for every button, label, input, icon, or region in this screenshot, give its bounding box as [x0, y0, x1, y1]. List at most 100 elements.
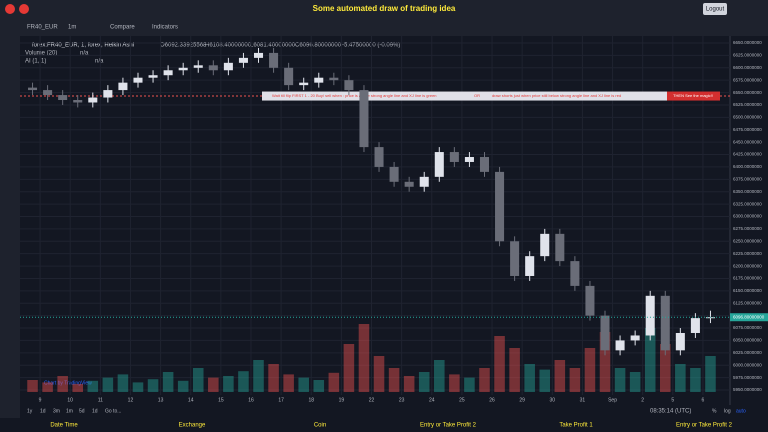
candle-body [178, 67, 188, 71]
left-toolbar [0, 18, 20, 418]
x-tick-label: 24 [429, 397, 435, 403]
candle-body [570, 261, 580, 286]
annotation-box [667, 91, 720, 101]
volume-bar [192, 368, 204, 392]
volume-bar [313, 380, 325, 392]
annotation-or: OR [474, 93, 480, 98]
volume-bar [524, 364, 535, 392]
symbol[interactable]: FR40_EUR [27, 25, 58, 31]
volume-bar [675, 364, 686, 392]
x-tick-label: 12 [128, 397, 134, 403]
price-axis [730, 36, 768, 418]
volume-bar [42, 382, 53, 392]
y-tick-label: 6350.0000000 [733, 189, 762, 194]
x-tick-label: 26 [489, 397, 495, 403]
volume-bar [102, 377, 114, 392]
x-tick-label: 2 [641, 397, 644, 403]
volume-bar [509, 348, 520, 392]
volume-bar [479, 368, 490, 392]
range-button[interactable]: Go to... [105, 408, 121, 414]
candle-body [675, 332, 685, 351]
y-tick-label: 6025.0000000 [733, 350, 762, 355]
candle-body [58, 95, 68, 101]
logout-button[interactable] [703, 3, 727, 15]
volume-bar [569, 368, 581, 392]
y-tick-label: 6325.0000000 [733, 201, 762, 206]
axis-option[interactable]: % [712, 408, 717, 414]
y-tick-label: 6525.0000000 [733, 102, 762, 107]
legend-open: O6092.33925568 [160, 43, 207, 49]
x-tick-label: Sep [608, 397, 617, 403]
volume-bar [434, 360, 445, 392]
range-bar [20, 405, 768, 418]
legend-na: n/a [95, 59, 104, 65]
range-button[interactable]: 3m [53, 408, 60, 414]
range-button[interactable]: 1m [66, 408, 73, 414]
candle-body [88, 97, 98, 103]
x-tick-label: 18 [308, 397, 314, 403]
x-tick-label: 25 [459, 397, 465, 403]
y-tick-label: 6050.0000000 [733, 338, 762, 343]
volume-bar [223, 376, 234, 392]
volume-bar [298, 377, 309, 392]
icon[interactable] [5, 4, 15, 14]
annotation-text: Wait till flip FIRST 1 - 20 Buy/ sell wh… [272, 93, 437, 98]
volume-bar [162, 372, 174, 392]
x-tick-label: 15 [218, 397, 224, 403]
interval[interactable]: 1m [68, 25, 76, 31]
y-tick-label: 6625.0000000 [733, 53, 762, 58]
x-tick-label: 5 [671, 397, 674, 403]
axis-option[interactable]: log [724, 408, 731, 414]
x-tick-label: 23 [399, 397, 405, 403]
candle-body [43, 90, 53, 96]
chart-toolbar [20, 18, 768, 36]
candle-body [510, 241, 520, 276]
volume-bar [464, 377, 475, 392]
x-tick-label: 9 [39, 397, 42, 403]
y-tick-label: 6550.0000000 [733, 90, 762, 95]
volume-bar [373, 356, 385, 392]
y-tick-label: 6150.0000000 [733, 288, 762, 293]
candle-body [103, 90, 113, 98]
candle-body [374, 147, 384, 167]
volume-bar [599, 332, 611, 392]
candle-body [630, 335, 640, 341]
volume-bar [87, 380, 99, 392]
y-tick-label: 6450.0000000 [733, 139, 762, 144]
y-tick-label: 6425.0000000 [733, 152, 762, 157]
volume-bar [27, 380, 38, 392]
compare[interactable]: Compare [110, 25, 135, 31]
candle-body [253, 52, 264, 58]
candle-body [299, 82, 309, 86]
last-price-label: 6096.80000000 [733, 314, 765, 319]
range-button[interactable]: 1d [92, 408, 98, 414]
y-tick-label: 6075.0000000 [733, 325, 762, 330]
range-button[interactable]: 1d [40, 408, 46, 414]
x-tick-label: 31 [580, 397, 586, 403]
candle-body [419, 176, 429, 187]
y-tick-label: 5975.0000000 [733, 375, 762, 380]
legend-name: forex:FR40_EUR, 1, forex, Heikin Ashi [32, 43, 134, 49]
range-button[interactable]: 1y [27, 408, 33, 414]
candle-body [28, 87, 38, 91]
candle-body [163, 70, 173, 76]
volume-bar [208, 377, 219, 392]
footer-column: Entry or Take Profit 2 [676, 423, 733, 429]
icon[interactable] [19, 4, 29, 14]
indicators[interactable]: Indicators [152, 25, 178, 31]
volume-bar [584, 348, 596, 392]
y-tick-label: 6300.0000000 [733, 214, 762, 219]
range-button[interactable]: 5d [79, 408, 85, 414]
volume-bar [57, 376, 68, 392]
volume-bar [358, 324, 370, 392]
volume-bar [629, 372, 641, 392]
volume-bar [449, 374, 460, 392]
candle-body [479, 157, 490, 172]
y-tick-label: 6400.0000000 [733, 164, 762, 169]
y-tick-label: 6225.0000000 [733, 251, 762, 256]
x-tick-label: 17 [278, 397, 284, 403]
legend-na: n/a [80, 51, 89, 57]
axis-option[interactable]: auto [736, 408, 746, 414]
